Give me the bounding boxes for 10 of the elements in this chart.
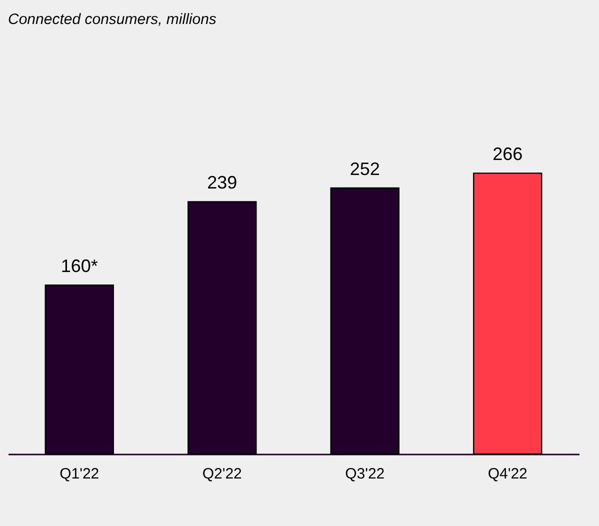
- x-tick-label: Q2'22: [202, 466, 242, 482]
- chart-title: Connected consumers, millions: [8, 11, 217, 28]
- x-tick-label: Q1'22: [60, 466, 100, 482]
- bar: [473, 172, 542, 455]
- data-label: 160*: [60, 256, 98, 276]
- data-label: 239: [207, 172, 238, 193]
- data-label: 266: [492, 144, 523, 164]
- x-tick-label: Q3'22: [345, 466, 385, 482]
- data-label: 252: [350, 158, 380, 179]
- x-tick-label: Q4'22: [488, 466, 528, 482]
